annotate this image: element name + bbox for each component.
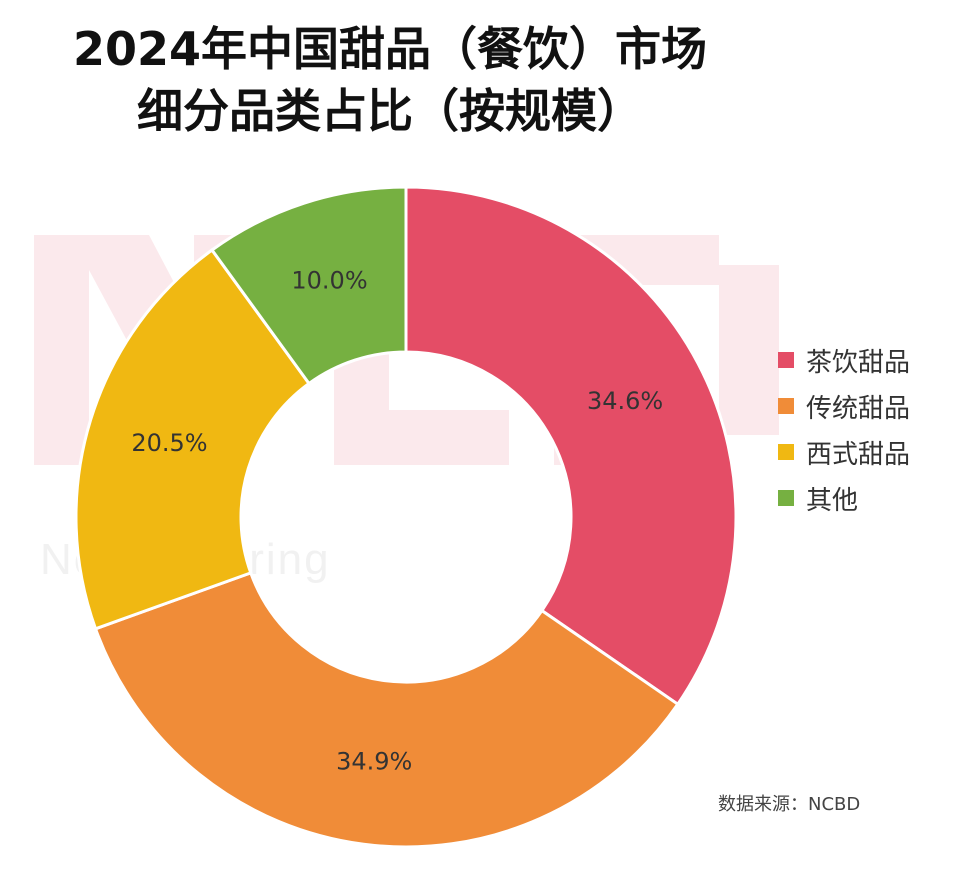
legend-item-traditional-dessert: 传统甜品 [778, 383, 910, 429]
slice-tea-dessert [404, 185, 738, 707]
data-label: 10.0% [291, 267, 367, 295]
chart-legend: 茶饮甜品 传统甜品 西式甜品 其他 [778, 337, 910, 521]
legend-label: 西式甜品 [806, 439, 911, 470]
legend-swatch [778, 490, 794, 506]
legend-swatch [778, 444, 794, 460]
legend-item-western-dessert: 西式甜品 [778, 429, 910, 475]
legend-swatch [778, 398, 794, 414]
legend-label: 传统甜品 [806, 393, 911, 424]
legend-item-other: 其他 [778, 475, 910, 521]
data-label: 20.5% [131, 429, 207, 457]
legend-item-tea-dessert: 茶饮甜品 [778, 337, 910, 383]
data-label: 34.6% [587, 387, 663, 415]
legend-label: 茶饮甜品 [806, 347, 911, 378]
chart-title-line-1: 2024年中国甜品（餐饮）市场 [72, 22, 708, 76]
chart-title-line-2: 细分品类占比（按规模） [137, 84, 643, 138]
legend-swatch [778, 352, 794, 368]
legend-label: 其他 [806, 485, 859, 516]
data-source-note: 数据来源：NCBD [718, 794, 861, 815]
chart-title: 2024年中国甜品（餐饮）市场 细分品类占比（按规模） [0, 18, 780, 142]
slice-western-dessert [74, 247, 312, 631]
slice-other [209, 185, 408, 386]
data-label: 34.9% [336, 747, 412, 775]
slice-traditional-dessert [93, 570, 680, 849]
